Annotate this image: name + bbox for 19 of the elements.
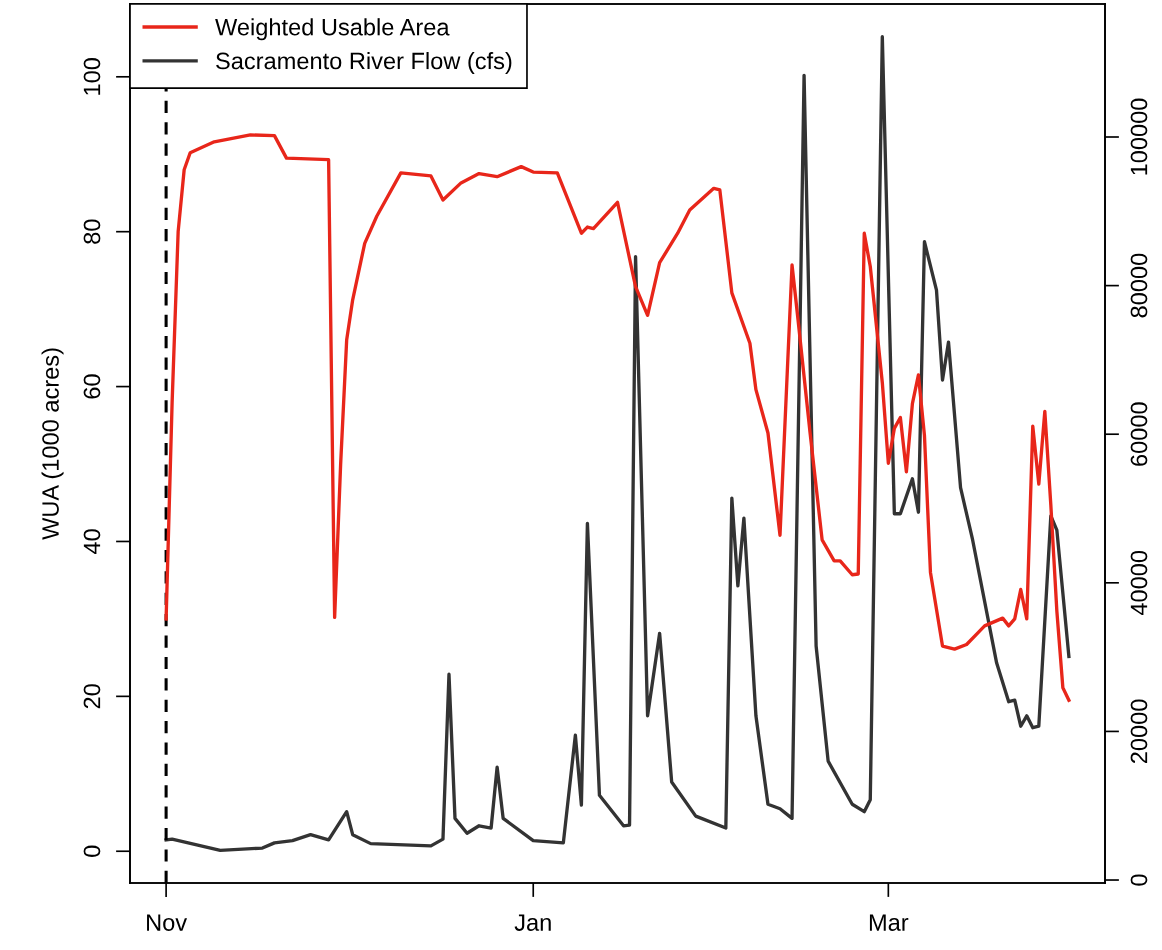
- y-tick-label: 80: [83, 219, 101, 244]
- y2-tick-label: 40000: [1130, 550, 1148, 616]
- y-tick-label: 20: [83, 684, 101, 709]
- legend-label: Sacramento River Flow (cfs): [216, 51, 512, 74]
- y-tick-label: 40: [83, 529, 101, 555]
- y-tick-label: 100: [83, 58, 101, 95]
- y2-tick-label: 80000: [1130, 253, 1148, 318]
- y-tick-label: 0: [83, 845, 101, 857]
- y2-tick-label: 100000: [1130, 98, 1148, 175]
- x-tick-label: Mar: [869, 914, 909, 931]
- legend-label: Weighted Usable Area: [215, 18, 450, 41]
- y2-tick-label: 0: [1130, 874, 1148, 886]
- y2-tick-label: 20000: [1130, 699, 1148, 764]
- x-tick-label: Nov: [147, 914, 188, 931]
- line-series: [164, 133, 1071, 702]
- y2-tick-label: 60000: [1130, 402, 1148, 466]
- y-axis-title: WUA (1000 acres): [41, 348, 64, 540]
- x-tick-label: Jan: [514, 914, 551, 931]
- y-tick-label: 60: [83, 374, 101, 399]
